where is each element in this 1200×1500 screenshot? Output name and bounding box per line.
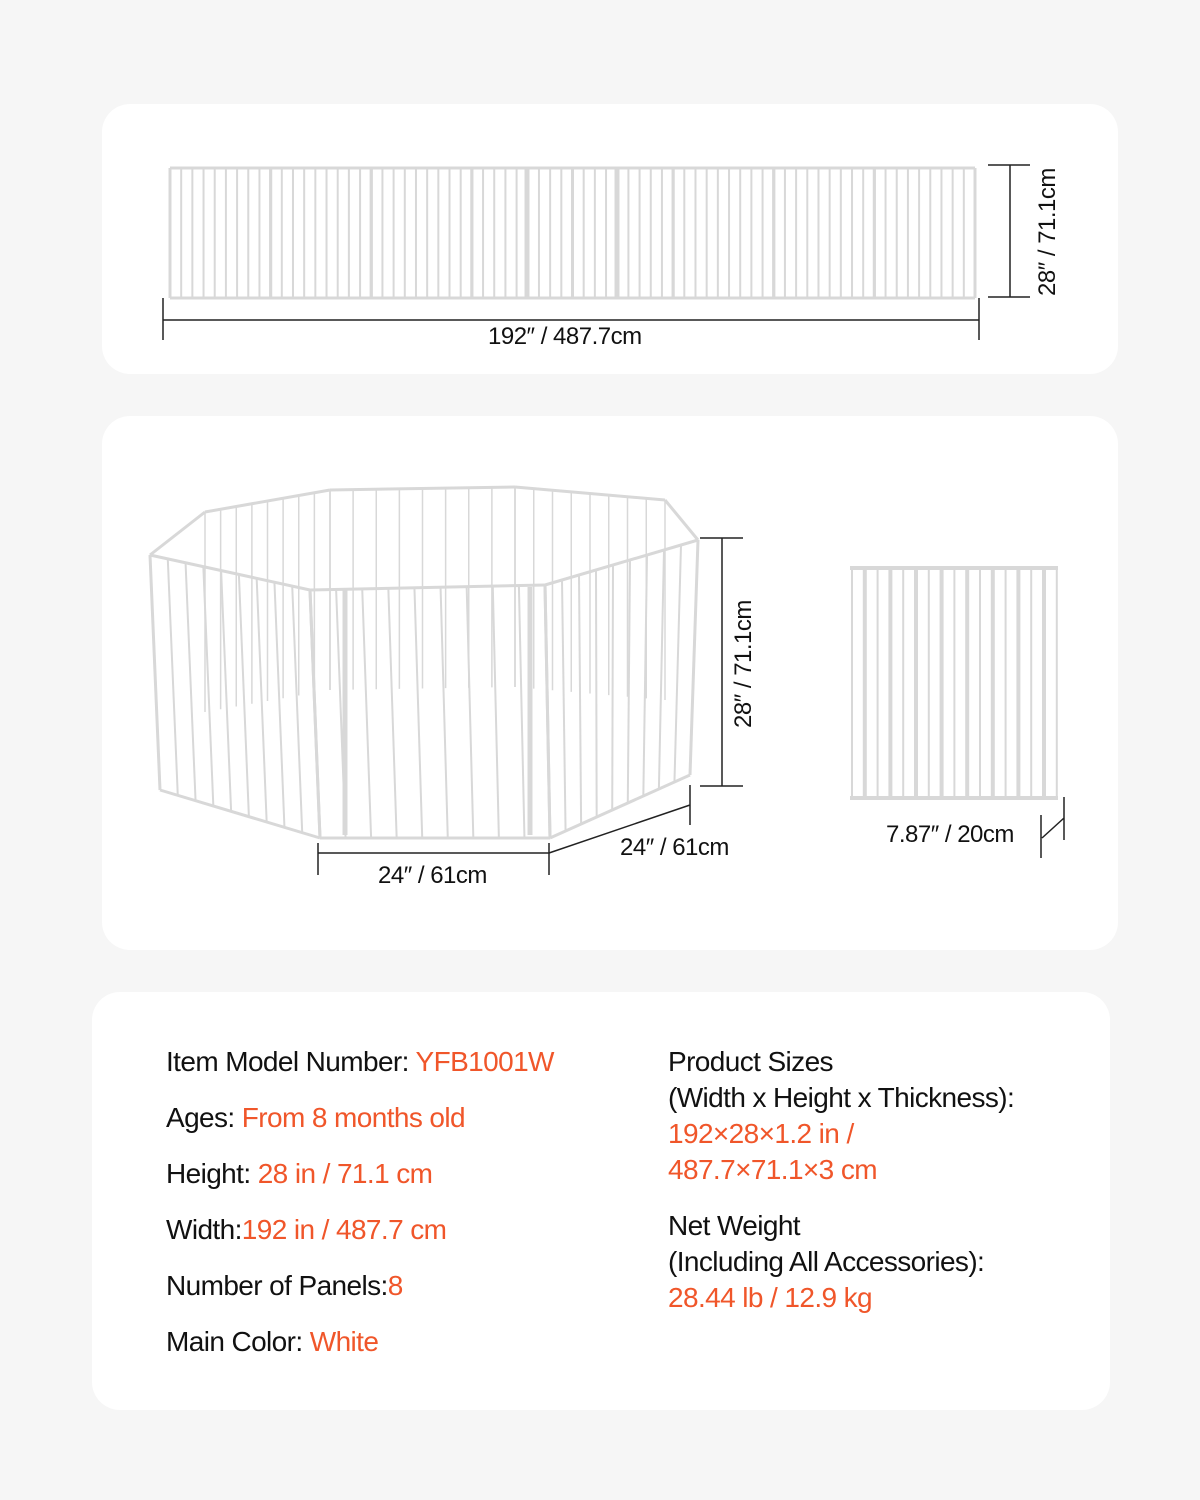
fence-top-rail — [149, 553, 311, 592]
fence-bar — [642, 554, 648, 797]
fence-illustrations — [148, 164, 1065, 875]
octagon-height-label: 28″ / 71.1cm — [730, 600, 757, 728]
folded-thickness-label: 7.87″ / 20cm — [886, 821, 1014, 848]
octagon-front-width-label: 24″ / 61cm — [378, 862, 487, 889]
spec-panels: Number of Panels:8 — [166, 1270, 403, 1301]
spec-color: Main Color: White — [166, 1326, 379, 1357]
fence-bar — [237, 574, 250, 817]
fence-top-rail — [663, 499, 700, 541]
fence-bar — [543, 584, 552, 839]
octagon-side-width-label: 24″ / 61cm — [620, 834, 729, 861]
fence-bar — [220, 570, 233, 812]
flat-height-label: 28″ / 71.1cm — [1034, 168, 1061, 296]
flat-height-line — [988, 164, 1030, 298]
fence-bar — [291, 586, 304, 833]
folded-fence-image — [850, 566, 1058, 800]
fold-thickness-line — [1040, 797, 1065, 858]
fence-bottom-rail — [159, 788, 321, 840]
spec-net-weight: Net Weight (Including All Accessories): … — [668, 1210, 985, 1313]
flat-width-label: 192″ / 487.7cm — [488, 323, 642, 350]
fence-bar — [439, 587, 449, 839]
fence-bar — [626, 559, 631, 804]
fence-bar — [611, 564, 614, 811]
fence-bar — [166, 558, 179, 796]
fence-top-rail — [309, 583, 546, 592]
fence-bar — [413, 587, 424, 839]
fence-bar — [517, 585, 526, 839]
fence-bar — [273, 582, 286, 828]
flat-fence-image — [168, 166, 977, 300]
fence-bar — [184, 562, 197, 801]
spec-model: Item Model Number: YFB1001W — [166, 1046, 554, 1077]
oct-side-line — [548, 785, 691, 854]
fence-bar — [387, 588, 398, 839]
fence-top-rail — [149, 510, 206, 557]
spec-height: Height: 28 in / 71.1 cm — [166, 1158, 433, 1189]
oct-height-line — [700, 537, 743, 787]
fence-bar — [578, 574, 583, 825]
fence-top-rail — [544, 538, 699, 587]
fence-bar — [465, 586, 475, 839]
octagon-fence-image — [148, 485, 700, 840]
specifications-card — [92, 992, 1110, 1410]
fence-bar — [491, 586, 500, 839]
fence-bar — [202, 566, 215, 807]
fence-bar — [595, 569, 598, 818]
fence-bar — [255, 578, 268, 823]
spec-ages: Ages: From 8 months old — [166, 1102, 466, 1133]
fence-bar — [673, 544, 682, 783]
dimension-lines — [162, 164, 1065, 875]
spec-width: Width:192 in / 487.7 cm — [166, 1214, 447, 1245]
fence-bottom-rail — [549, 773, 691, 840]
fence-bar — [561, 579, 567, 832]
octagon-dimension-card — [102, 416, 1118, 950]
oct-front-line — [317, 843, 550, 875]
fence-bar — [688, 539, 700, 776]
fence-bar — [148, 554, 162, 791]
fence-bar — [657, 549, 665, 790]
flat-width-line — [162, 298, 980, 340]
fence-bar — [361, 588, 373, 839]
spec-product-sizes: Product Sizes (Width x Height x Thicknes… — [668, 1046, 1015, 1185]
fence-bar — [308, 589, 322, 839]
